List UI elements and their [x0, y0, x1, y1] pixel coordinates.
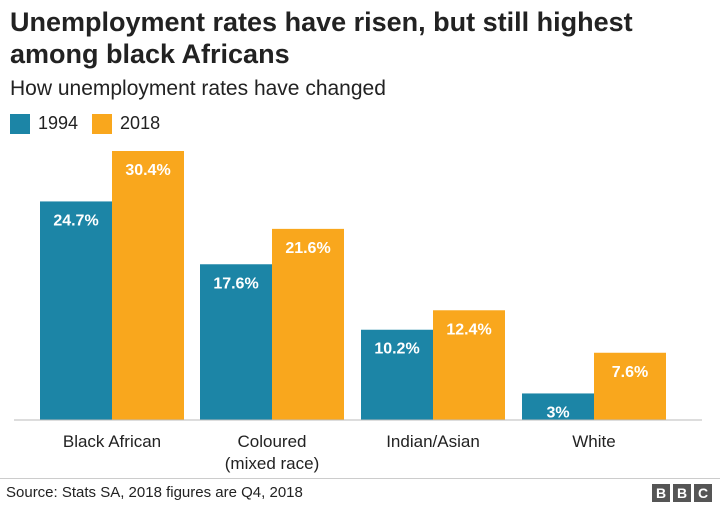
logo-letter: B	[652, 484, 670, 502]
data-label: 30.4%	[125, 162, 170, 179]
data-label: 7.6%	[612, 364, 648, 381]
legend-swatch-2018	[92, 113, 113, 134]
bar-2018	[594, 352, 666, 420]
legend-item-1994: 1994	[10, 113, 78, 134]
legend-label-1994: 1994	[38, 113, 79, 133]
bar-1994	[40, 201, 112, 420]
bbc-logo: B B C	[652, 484, 712, 502]
category-label: Black African	[63, 432, 161, 451]
legend-swatch-1994	[10, 113, 30, 134]
data-label: 17.6%	[213, 275, 258, 292]
bar-1994	[522, 393, 594, 420]
legend-label-2018: 2018	[120, 113, 161, 133]
footer-divider	[0, 478, 720, 479]
source-note: Source: Stats SA, 2018 figures are Q4, 2…	[6, 484, 303, 501]
logo-letter: C	[694, 484, 712, 502]
bar-2018	[112, 151, 184, 420]
legend: 1994 2018	[10, 113, 160, 134]
bar-chart: 24.7% 30.4% Black African 17.6% 21.6% Coloure…	[14, 151, 702, 473]
category-label: White	[572, 432, 615, 451]
data-label: 24.7%	[53, 212, 98, 229]
data-label: 10.2%	[374, 341, 419, 358]
bar-1994	[361, 329, 433, 420]
data-label: 12.4%	[446, 321, 491, 338]
bar-1994	[200, 264, 272, 420]
category-label: (mixed race)	[225, 454, 319, 473]
category-label: Coloured	[238, 432, 307, 451]
category-label: Indian/Asian	[386, 432, 480, 451]
bar-2018	[433, 310, 505, 420]
bar-2018	[272, 228, 344, 420]
data-label: 3%	[546, 404, 569, 421]
logo-letter: B	[673, 484, 691, 502]
chart-title: Unemployment rates have risen, but still…	[10, 7, 633, 69]
legend-item-2018: 2018	[92, 113, 160, 134]
chart-subtitle: How unemployment rates have changed	[10, 77, 386, 100]
data-label: 21.6%	[285, 240, 330, 257]
